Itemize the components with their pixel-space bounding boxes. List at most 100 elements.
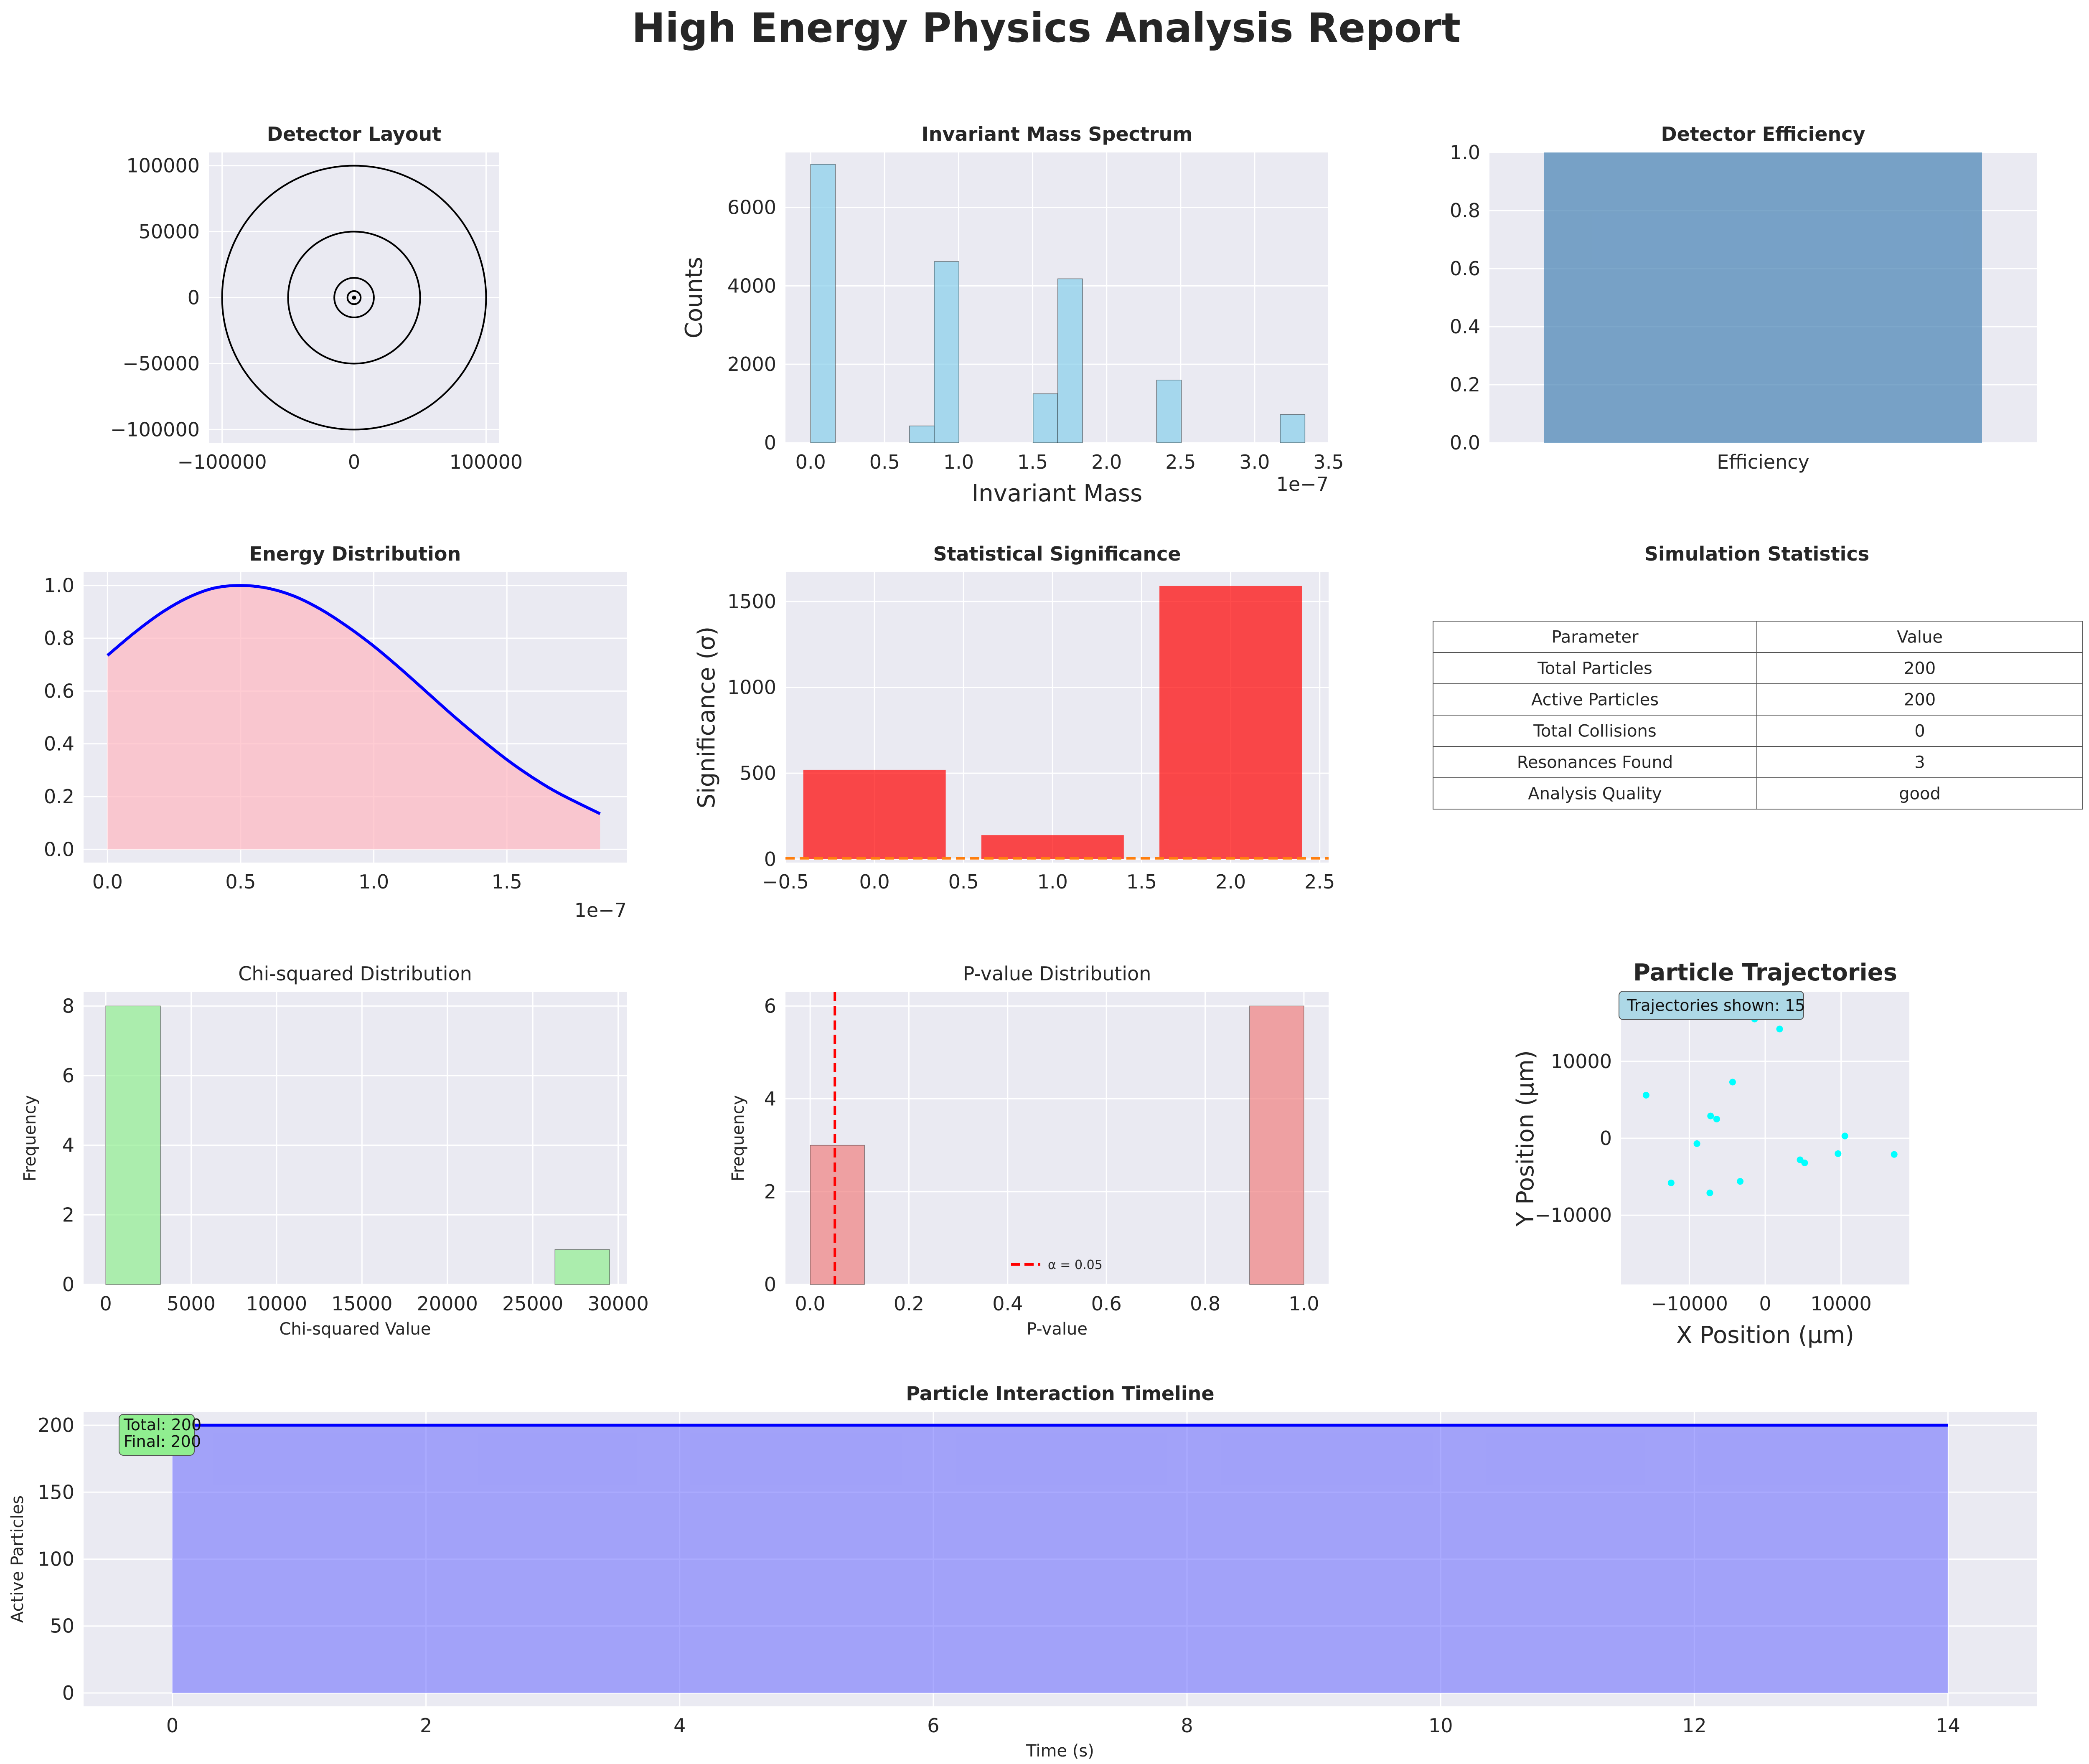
efficiency-y-tick-label: 0.6 <box>1450 257 1480 280</box>
trajectories-annotation: Trajectories shown: 15 <box>1626 996 1805 1015</box>
significance-x-tick-label: 1.0 <box>1037 871 1068 893</box>
trajectories-title: Particle Trajectories <box>1633 959 1897 986</box>
trajectories-x-tick-label: 0 <box>1759 1292 1771 1315</box>
chi2-y-tick-label: 4 <box>62 1134 74 1157</box>
trajectory-point <box>1706 1189 1713 1196</box>
timeline-x-tick-label: 6 <box>927 1714 939 1737</box>
energy-panel: 0.0 0.5 1.0 1.5 0.0 0.2 0.4 0.6 0.8 1.0 Energy Dis… <box>44 543 627 921</box>
detector-x-tick-label: 100000 <box>450 451 523 473</box>
trajectories-x-tick-label: −10000 <box>1651 1292 1728 1315</box>
timeline-x-tick-label: 8 <box>1181 1714 1193 1737</box>
stats-parameter: Analysis Quality <box>1528 784 1662 804</box>
energy-y-tick-label: 0.4 <box>44 733 74 755</box>
stats-header-value: Value <box>1897 628 1943 647</box>
chi2-x-tick-label: 25000 <box>502 1292 563 1315</box>
energy-x-tick-label: 0.0 <box>92 871 123 893</box>
stats-header-cell <box>1756 621 2083 653</box>
energy-x-tick-label: 1.0 <box>358 871 389 893</box>
timeline-title: Particle Interaction Timeline <box>906 1382 1214 1405</box>
stats-panel: Simulation Statistics Parameter Value Total… <box>1433 543 2083 810</box>
chi2-x-tick-label: 0 <box>100 1292 112 1315</box>
mass-title: Invariant Mass Spectrum <box>922 123 1193 145</box>
chi2-y-tick-label: 0 <box>62 1273 74 1296</box>
significance-x-tick-label: 0.0 <box>859 871 890 893</box>
significance-x-tick-label: 1.5 <box>1126 871 1157 893</box>
significance-bar <box>981 835 1124 859</box>
stats-cell <box>1756 683 2083 716</box>
stats-value: 3 <box>1914 753 1925 772</box>
pvalue-x-tick-label: 0.4 <box>992 1292 1023 1315</box>
chi2-axes-bg <box>84 992 627 1284</box>
pvalue-y-label: Frequency <box>729 1095 748 1182</box>
timeline-x-tick-label: 12 <box>1682 1714 1707 1737</box>
chi2-y-label: Frequency <box>20 1095 40 1182</box>
mass-y-tick-label: 2000 <box>727 353 776 376</box>
chi2-x-tick-label: 15000 <box>331 1292 392 1315</box>
trajectories-y-tick-label: 10000 <box>1551 1050 1612 1073</box>
mass-y-label: Counts <box>681 257 708 338</box>
timeline-annotation-line: Total: 200 <box>123 1416 201 1434</box>
stats-parameter: Resonances Found <box>1517 753 1673 772</box>
efficiency-title: Detector Efficiency <box>1661 123 1865 145</box>
chi2-x-tick-label: 5000 <box>167 1292 216 1315</box>
pvalue-axes-bg <box>785 992 1329 1284</box>
significance-x-tick-label: 2.0 <box>1215 871 1246 893</box>
stats-value: 200 <box>1904 690 1936 710</box>
energy-x-tick-label: 0.5 <box>225 871 256 893</box>
stats-cell <box>1433 777 1757 810</box>
timeline-x-tick-label: 10 <box>1428 1714 1453 1737</box>
timeline-y-tick-label: 150 <box>38 1481 74 1503</box>
mass-bin <box>1057 278 1083 443</box>
energy-line <box>107 584 601 815</box>
chi2-x-label: Chi-squared Value <box>279 1320 431 1339</box>
mass-bin <box>1156 379 1182 443</box>
timeline-x-tick-label: 4 <box>673 1714 686 1737</box>
pvalue-legend-label: α = 0.05 <box>1048 1258 1103 1272</box>
pvalue-panel: 0.0 0.2 0.4 0.6 0.8 1.0 0 2 4 6 P-value Distributi… <box>729 962 1329 1339</box>
mass-bin <box>1280 414 1306 443</box>
timeline-fill <box>172 1425 1948 1693</box>
trajectories-annotation-box <box>1619 991 1804 1020</box>
trajectory-point <box>1707 1112 1714 1119</box>
significance-x-tick-label: 0.5 <box>948 871 979 893</box>
significance-y-tick-label: 0 <box>764 848 776 871</box>
chi2-x-tick-label: 30000 <box>587 1292 648 1315</box>
trajectory-point <box>1801 1159 1808 1166</box>
energy-x-tick-label: 1.5 <box>492 871 522 893</box>
efficiency-y-tick-label: 1.0 <box>1450 141 1480 164</box>
pvalue-x-tick-label: 0.6 <box>1091 1292 1122 1315</box>
chi2-y-tick-label: 2 <box>62 1203 74 1226</box>
trajectory-point <box>1667 1179 1675 1186</box>
efficiency-bar <box>1544 152 1982 443</box>
stats-parameter: Total Collisions <box>1533 722 1657 741</box>
mass-x-tick-label: 0.5 <box>869 451 900 473</box>
energy-y-tick-label: 1.0 <box>44 574 74 597</box>
stats-cell <box>1433 746 1757 778</box>
significance-y-label: Significance (σ) <box>693 627 720 809</box>
mass-y-tick-label: 4000 <box>727 274 776 297</box>
chi2-x-tick-label: 20000 <box>417 1292 478 1315</box>
timeline-y-tick-label: 200 <box>38 1414 74 1437</box>
stats-parameter: Total Particles <box>1537 659 1652 678</box>
trajectories-y-tick-label: 0 <box>1600 1127 1612 1150</box>
efficiency-y-tick-label: 0.2 <box>1450 373 1480 396</box>
pvalue-y-tick-label: 0 <box>764 1273 776 1296</box>
mass-bin <box>934 261 959 443</box>
timeline-panel: 0 2 4 6 8 10 12 14 0 50 100 150 200 Particle Interact… <box>8 1382 2037 1761</box>
detector-y-tick-label: 100000 <box>126 155 200 177</box>
chi2-y-tick-label: 8 <box>62 995 74 1017</box>
pvalue-bin <box>810 1145 865 1285</box>
mass-x-tick-label: 2.5 <box>1165 451 1196 473</box>
timeline-y-tick-label: 100 <box>38 1548 74 1571</box>
pvalue-x-tick-label: 0.0 <box>795 1292 826 1315</box>
trajectory-point <box>1693 1140 1700 1147</box>
timeline-x-tick-label: 0 <box>166 1714 178 1737</box>
pvalue-x-tick-label: 0.8 <box>1190 1292 1220 1315</box>
stats-cell <box>1433 652 1757 684</box>
pvalue-y-tick-label: 4 <box>764 1088 776 1110</box>
mass-x-tick-label: 2.0 <box>1091 451 1122 473</box>
efficiency-category-label: Efficiency <box>1717 451 1809 473</box>
trajectory-point <box>1737 1178 1744 1185</box>
pvalue-y-tick-label: 2 <box>764 1180 776 1203</box>
